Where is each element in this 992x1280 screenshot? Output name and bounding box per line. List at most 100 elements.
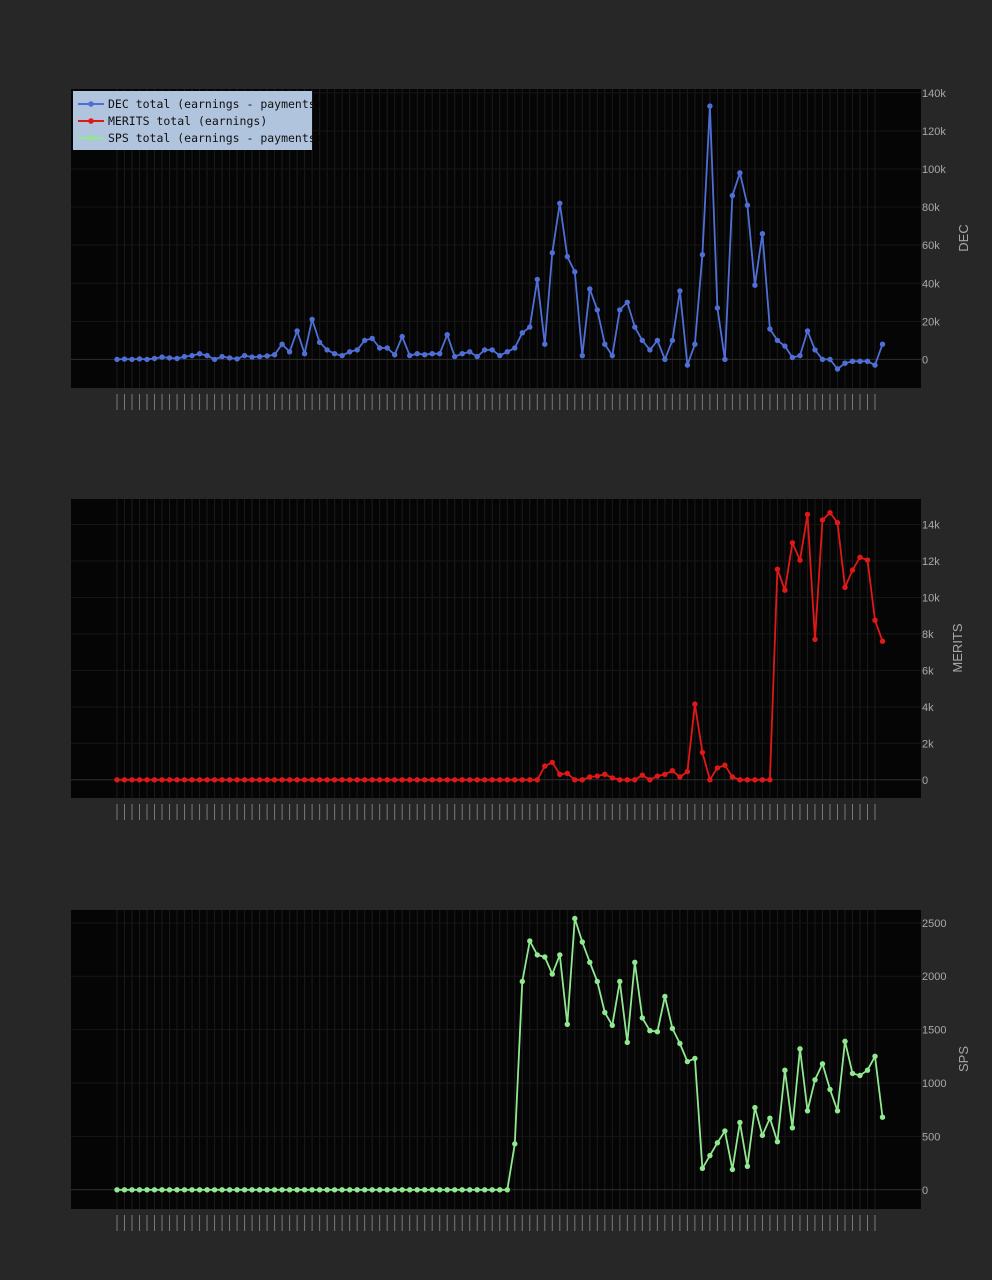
dec-data-point[interactable]: [624, 299, 630, 305]
merits-data-point[interactable]: [144, 777, 150, 783]
merits-data-point[interactable]: [136, 777, 143, 783]
merits-data-point[interactable]: [647, 777, 653, 783]
legend-item-merits[interactable]: MERITS total (earnings): [78, 114, 267, 128]
dec-data-point[interactable]: [557, 200, 563, 206]
dec-data-point[interactable]: [331, 351, 338, 357]
merits-data-point[interactable]: [572, 777, 578, 783]
dec-data-point[interactable]: [512, 345, 518, 351]
sps-data-point[interactable]: [654, 1029, 661, 1035]
dec-data-point[interactable]: [309, 316, 315, 323]
dec-data-point[interactable]: [474, 353, 480, 360]
merits-data-point[interactable]: [181, 777, 188, 783]
sps-data-point[interactable]: [422, 1187, 428, 1193]
dec-data-point[interactable]: [407, 352, 413, 359]
sps-data-point[interactable]: [512, 1141, 518, 1147]
merits-data-point[interactable]: [857, 554, 863, 560]
merits-data-point[interactable]: [512, 777, 518, 783]
sps-data-point[interactable]: [309, 1187, 315, 1193]
dec-data-point[interactable]: [489, 347, 495, 353]
merits-data-point[interactable]: [834, 520, 841, 526]
sps-data-point[interactable]: [196, 1187, 203, 1193]
sps-data-point[interactable]: [842, 1038, 848, 1045]
sps-data-point[interactable]: [474, 1187, 480, 1193]
sps-data-point[interactable]: [392, 1187, 398, 1193]
merits-data-point[interactable]: [609, 775, 615, 781]
sps-data-point[interactable]: [789, 1125, 796, 1131]
sps-data-point[interactable]: [549, 971, 555, 977]
dec-data-point[interactable]: [437, 351, 443, 357]
merits-data-point[interactable]: [594, 773, 600, 779]
merits-data-point[interactable]: [422, 777, 428, 783]
sps-data-point[interactable]: [587, 959, 593, 965]
sps-data-point[interactable]: [384, 1187, 390, 1193]
merits-data-point[interactable]: [264, 777, 270, 783]
merits-data-point[interactable]: [759, 777, 766, 783]
merits-data-point[interactable]: [684, 768, 691, 775]
sps-data-point[interactable]: [204, 1187, 210, 1193]
dec-data-point[interactable]: [662, 356, 668, 363]
dec-data-point[interactable]: [467, 349, 473, 355]
merits-data-point[interactable]: [347, 777, 353, 783]
dec-data-point[interactable]: [196, 351, 203, 357]
merits-data-point[interactable]: [377, 777, 383, 783]
merits-data-point[interactable]: [324, 777, 330, 783]
merits-data-point[interactable]: [294, 777, 300, 783]
sps-data-point[interactable]: [759, 1132, 766, 1139]
sps-data-point[interactable]: [797, 1046, 803, 1052]
merits-data-point[interactable]: [437, 777, 443, 783]
dec-data-point[interactable]: [279, 341, 285, 347]
sps-data-point[interactable]: [159, 1187, 165, 1193]
sps-data-point[interactable]: [744, 1163, 751, 1170]
sps-data-point[interactable]: [624, 1039, 630, 1046]
dec-data-point[interactable]: [151, 355, 158, 362]
sps-data-point[interactable]: [737, 1119, 743, 1126]
sps-data-point[interactable]: [324, 1187, 330, 1193]
sps-data-point[interactable]: [572, 915, 578, 922]
dec-data-point[interactable]: [452, 353, 458, 360]
merits-data-point[interactable]: [662, 771, 668, 777]
sps-data-point[interactable]: [181, 1187, 188, 1193]
dec-data-point[interactable]: [699, 252, 706, 258]
dec-data-point[interactable]: [594, 307, 600, 313]
sps-data-point[interactable]: [617, 978, 623, 985]
sps-data-point[interactable]: [699, 1165, 706, 1172]
dec-data-point[interactable]: [812, 347, 818, 353]
sps-data-point[interactable]: [879, 1114, 886, 1120]
dec-data-point[interactable]: [654, 337, 661, 344]
dec-data-point[interactable]: [579, 352, 585, 359]
merits-data-point[interactable]: [519, 777, 525, 783]
merits-data-point[interactable]: [714, 765, 721, 771]
legend-item-dec[interactable]: DEC total (earnings - payments): [78, 97, 323, 111]
sps-data-point[interactable]: [647, 1028, 653, 1034]
merits-data-point[interactable]: [414, 777, 420, 783]
sps-data-point[interactable]: [504, 1187, 510, 1193]
dec-data-point[interactable]: [692, 341, 698, 347]
dec-data-point[interactable]: [752, 282, 758, 288]
sps-data-point[interactable]: [834, 1108, 841, 1114]
sps-data-point[interactable]: [827, 1086, 833, 1093]
merits-data-point[interactable]: [474, 777, 480, 783]
dec-data-point[interactable]: [136, 356, 143, 362]
merits-data-point[interactable]: [527, 777, 533, 783]
merits-data-point[interactable]: [279, 777, 285, 783]
dec-data-point[interactable]: [534, 276, 540, 283]
dec-data-point[interactable]: [632, 324, 638, 330]
merits-data-point[interactable]: [587, 774, 593, 780]
merits-data-point[interactable]: [617, 777, 623, 783]
sps-data-point[interactable]: [151, 1187, 158, 1193]
dec-data-point[interactable]: [189, 352, 195, 359]
dec-data-point[interactable]: [249, 354, 255, 360]
merits-data-point[interactable]: [407, 777, 413, 783]
merits-data-point[interactable]: [151, 777, 158, 783]
merits-data-point[interactable]: [767, 777, 773, 783]
sps-data-point[interactable]: [767, 1115, 773, 1121]
sps-data-point[interactable]: [144, 1187, 150, 1193]
sps-data-point[interactable]: [189, 1187, 195, 1193]
merits-data-point[interactable]: [557, 771, 563, 777]
sps-data-point[interactable]: [256, 1187, 263, 1193]
sps-data-point[interactable]: [241, 1187, 248, 1193]
sps-data-point[interactable]: [219, 1187, 225, 1193]
dec-data-point[interactable]: [504, 349, 510, 355]
dec-data-point[interactable]: [294, 328, 300, 334]
dec-data-point[interactable]: [129, 356, 135, 363]
